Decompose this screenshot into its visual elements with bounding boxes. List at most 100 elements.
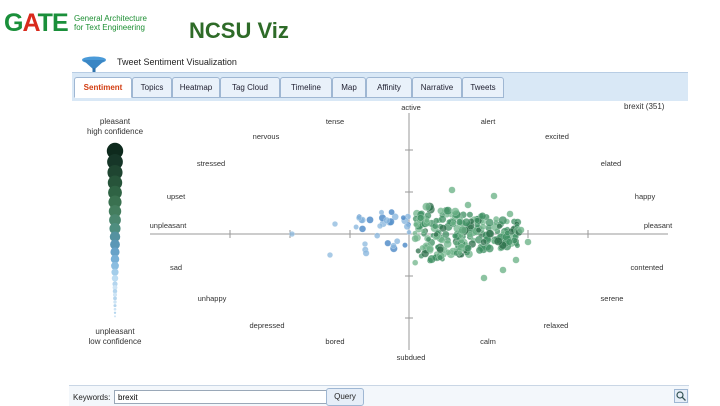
scale-dot [113, 307, 117, 311]
tweet-dot[interactable] [415, 247, 422, 254]
tweet-dot[interactable] [403, 222, 411, 230]
tab-tweets[interactable]: Tweets [462, 77, 504, 98]
search-icon[interactable] [674, 389, 688, 403]
tweet-dot[interactable] [514, 242, 521, 249]
tweet-dot[interactable] [366, 216, 374, 224]
tweet-dot[interactable] [356, 214, 363, 221]
tweet-dot[interactable] [499, 266, 507, 274]
tweet-dot[interactable] [458, 237, 465, 244]
tweet-dot[interactable] [420, 228, 427, 235]
tweet-dot[interactable] [524, 238, 532, 246]
tab-topics[interactable]: Topics [132, 77, 172, 98]
tweet-dot[interactable] [464, 244, 472, 252]
scale-dot [112, 288, 118, 294]
tab-bar: Sentiment Topics Heatmap Tag Cloud Timel… [72, 72, 688, 101]
tweet-dot[interactable] [413, 221, 419, 228]
tweet-dot[interactable] [362, 240, 369, 247]
tab-heatmap[interactable]: Heatmap [172, 77, 220, 98]
tweet-dot[interactable] [506, 210, 514, 218]
query-button[interactable]: Query [326, 388, 364, 406]
tweet-dot[interactable] [485, 229, 495, 238]
tweet-dot[interactable] [423, 217, 430, 224]
tweet-dot[interactable] [444, 249, 452, 256]
tweet-dot[interactable] [421, 249, 430, 258]
tweet-dot[interactable] [327, 251, 334, 258]
tweet-dot[interactable] [485, 244, 494, 253]
tab-affinity[interactable]: Affinity [366, 77, 412, 98]
tweet-dot[interactable] [437, 207, 445, 215]
tweet-dot[interactable] [436, 245, 444, 254]
tweet-dot[interactable] [362, 249, 370, 257]
tab-map[interactable]: Map [332, 77, 366, 98]
tweet-dot[interactable] [464, 201, 472, 209]
tweet-dot[interactable] [388, 208, 395, 216]
tweet-dot[interactable] [390, 242, 397, 249]
tweet-dot[interactable] [419, 244, 426, 252]
tweet-dot[interactable] [451, 207, 460, 216]
scale-dot [108, 205, 122, 218]
tweet-dot[interactable] [466, 231, 474, 238]
tweet-dot[interactable] [431, 222, 439, 230]
tweet-dot[interactable] [458, 225, 468, 235]
tweet-dot[interactable] [374, 232, 381, 239]
tweet-dot[interactable] [433, 217, 440, 224]
tweet-dot[interactable] [289, 230, 296, 237]
tweet-dot[interactable] [461, 218, 471, 227]
tweet-dot[interactable] [452, 232, 459, 239]
tweet-dot[interactable] [450, 220, 456, 227]
tweet-dot[interactable] [422, 202, 431, 211]
tab-sentiment[interactable]: Sentiment [74, 77, 132, 98]
tweet-dot[interactable] [400, 214, 407, 221]
tweet-dot[interactable] [433, 231, 439, 238]
tweet-dot[interactable] [426, 244, 435, 253]
tweet-dot[interactable] [512, 256, 520, 264]
tweet-dot[interactable] [505, 238, 513, 246]
tweet-dot[interactable] [378, 209, 385, 216]
tweet-dot[interactable] [438, 215, 447, 224]
tweet-dot[interactable] [493, 215, 500, 223]
tweet-dot[interactable] [485, 218, 494, 227]
sentiment-plot: active tense alert nervous excited stres… [106, 103, 673, 362]
tweet-dot[interactable] [417, 214, 425, 222]
tweet-dot[interactable] [473, 217, 481, 224]
tweet-dot[interactable] [383, 216, 391, 224]
tweet-dot[interactable] [478, 212, 487, 220]
tab-tag-cloud[interactable]: Tag Cloud [220, 77, 280, 98]
tab-timeline[interactable]: Timeline [280, 77, 332, 98]
tweet-dot[interactable] [358, 225, 367, 233]
tweet-dot[interactable] [437, 254, 444, 261]
tweet-dot[interactable] [456, 250, 463, 256]
tweet-dot[interactable] [411, 234, 420, 243]
tweet-dot[interactable] [493, 236, 503, 246]
tweet-dot[interactable] [353, 224, 359, 230]
tweet-dot[interactable] [475, 246, 484, 255]
tweet-dot[interactable] [480, 274, 488, 282]
label-tense: tense [326, 117, 344, 126]
tweet-dot[interactable] [406, 229, 412, 235]
tweet-dot[interactable] [480, 238, 488, 246]
tweet-dot[interactable] [332, 220, 339, 227]
tab-narrative[interactable]: Narrative [412, 77, 462, 98]
tweet-dot[interactable] [479, 223, 487, 230]
tweet-dot[interactable] [504, 230, 511, 236]
tweet-dot[interactable] [443, 239, 452, 249]
tweet-dot[interactable] [441, 230, 450, 239]
tweet-dot[interactable] [490, 192, 498, 200]
label-unpleasant: unpleasant [150, 221, 188, 230]
tweet-dot[interactable] [517, 226, 525, 234]
tweet-dot[interactable] [425, 236, 432, 243]
tweet-dot[interactable] [427, 254, 437, 264]
tweet-dot[interactable] [377, 222, 384, 229]
tweet-dot[interactable] [384, 239, 392, 247]
tweet-dot[interactable] [391, 213, 399, 221]
tweet-dot[interactable] [443, 206, 453, 215]
tweet-dot[interactable] [496, 223, 503, 230]
tweet-dot[interactable] [448, 186, 456, 194]
tweet-dot[interactable] [402, 242, 408, 248]
tweet-dot[interactable] [456, 218, 464, 226]
tweet-dot[interactable] [394, 237, 401, 245]
tweet-dot[interactable] [438, 236, 446, 244]
tweet-dot[interactable] [498, 215, 508, 225]
keywords-input[interactable] [114, 390, 327, 404]
tweet-dot[interactable] [412, 259, 419, 266]
